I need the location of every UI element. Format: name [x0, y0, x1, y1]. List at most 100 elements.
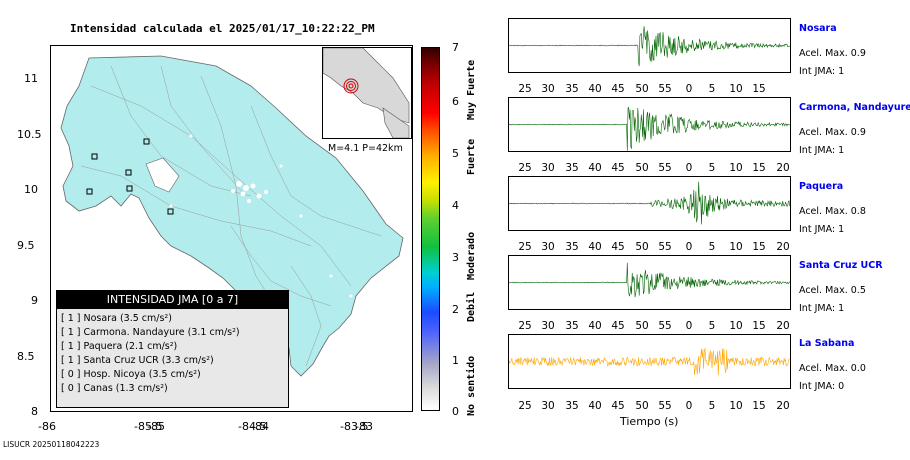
time-tick: 50	[635, 162, 649, 174]
lon-tick: -83.5	[340, 420, 369, 433]
colorbar-label-fuerte: Fuerte	[466, 138, 477, 175]
time-tick: 15	[752, 162, 766, 174]
station-name[interactable]: Nosara	[799, 23, 837, 34]
station-max-accel: Acel. Max. 0.9	[799, 127, 866, 138]
time-tick: 10	[729, 162, 743, 174]
time-tick: 25	[518, 162, 532, 174]
station-marker	[91, 153, 98, 160]
legend-row: [ 1 ] Paquera (2.1 cm/s²)	[61, 341, 178, 352]
lon-tick: -86	[38, 420, 56, 433]
time-tick: 30	[541, 162, 555, 174]
time-tick: 5	[708, 320, 716, 332]
legend-header: INTENSIDAD JMA [0 a 7]	[57, 291, 288, 309]
lon-tick: -83	[355, 420, 373, 433]
time-tick: 0	[685, 241, 693, 253]
waveform-trace[interactable]	[508, 176, 791, 231]
seismogram	[508, 106, 790, 151]
station-name[interactable]: Paquera	[799, 181, 844, 192]
station-marker	[125, 169, 132, 176]
time-tick: 35	[565, 162, 579, 174]
legend-row: [ 0 ] Canas (1.3 cm/s²)	[61, 383, 168, 394]
time-tick: 15	[752, 241, 766, 253]
time-tick: 15	[752, 400, 766, 412]
colorbar-number: 1	[452, 354, 459, 367]
time-tick: 50	[635, 320, 649, 332]
inset-map-graphic	[322, 47, 410, 139]
seismogram	[508, 262, 790, 298]
colorbar-label-no-sentido: No sentido	[466, 355, 477, 416]
waveform-trace[interactable]	[508, 334, 791, 389]
colorbar-number: 6	[452, 95, 459, 108]
time-tick: 20	[776, 400, 790, 412]
time-tick: 55	[658, 162, 672, 174]
station-name[interactable]: La Sabana	[799, 338, 855, 349]
time-tick: 55	[658, 320, 672, 332]
colorbar-label-moderado: Moderado	[466, 231, 477, 280]
colorbar-number: 7	[452, 41, 459, 54]
time-tick: 0	[685, 83, 693, 95]
station-jma-intensity: Int JMA: 1	[799, 224, 845, 235]
time-tick: 40	[588, 162, 602, 174]
waveform-trace[interactable]	[508, 18, 791, 73]
trace-time-axis: 25 30 35 40 45 50 55 0 5 10 15 20	[508, 400, 791, 414]
trace-time-axis: 25 30 35 40 45 50 55 0 5 10 15 20	[508, 162, 791, 176]
time-tick: 45	[611, 320, 625, 332]
waveform-trace[interactable]	[508, 97, 791, 152]
station-max-accel: Acel. Max. 0.9	[799, 48, 866, 59]
time-tick: 55	[658, 83, 672, 95]
footer-id: LISUCR 20250118042223	[3, 440, 100, 449]
seismogram	[508, 348, 790, 376]
colorbar-number: 0	[452, 405, 459, 418]
time-tick: 0	[685, 320, 693, 332]
station-marker	[126, 185, 133, 192]
time-tick: 25	[518, 83, 532, 95]
time-tick: 5	[708, 241, 716, 253]
lat-tick: 8	[31, 405, 38, 418]
waveform-trace[interactable]	[508, 255, 791, 310]
colorbar-number: 2	[452, 303, 459, 316]
seismogram	[508, 26, 790, 67]
lat-tick: 9	[31, 294, 38, 307]
colorbar-label-debil: Debil	[466, 291, 477, 322]
colorbar-number: 3	[452, 251, 459, 264]
time-tick: 30	[541, 241, 555, 253]
time-tick: 30	[541, 83, 555, 95]
lon-tick: -85	[147, 420, 165, 433]
time-tick: 35	[565, 400, 579, 412]
time-tick: 25	[518, 400, 532, 412]
station-jma-intensity: Int JMA: 0	[799, 381, 845, 392]
time-tick: 40	[588, 241, 602, 253]
lat-tick: 10	[24, 183, 38, 196]
legend-row: [ 0 ] Hosp. Nicoya (3.5 cm/s²)	[61, 369, 201, 380]
station-name[interactable]: Carmona, Nandayure	[799, 102, 910, 113]
time-tick: 50	[635, 400, 649, 412]
station-jma-intensity: Int JMA: 1	[799, 145, 845, 156]
colorbar-number: 4	[452, 199, 459, 212]
colorbar-number: 5	[452, 147, 459, 160]
seismogram	[508, 181, 790, 225]
intensity-legend: INTENSIDAD JMA [0 a 7] [ 1 ] Nosara (3.5…	[56, 290, 289, 408]
station-name[interactable]: Santa Cruz UCR	[799, 260, 883, 271]
station-marker	[167, 208, 174, 215]
lat-tick: 9.5	[17, 239, 35, 252]
time-tick: 50	[635, 241, 649, 253]
lat-tick: 8.5	[17, 350, 35, 363]
time-tick: 35	[565, 320, 579, 332]
time-tick: 15	[752, 320, 766, 332]
time-tick: 45	[611, 241, 625, 253]
lat-tick: 10.5	[17, 128, 42, 141]
time-tick: 35	[565, 83, 579, 95]
lon-tick: -84	[251, 420, 269, 433]
lat-tick: 11	[24, 72, 38, 85]
costa-rica-map	[60, 55, 404, 377]
trace-time-axis: 25 30 35 40 45 50 55 0 5 10 15	[508, 83, 791, 97]
time-tick: 10	[729, 320, 743, 332]
station-marker	[143, 138, 150, 145]
time-tick: 5	[708, 83, 716, 95]
station-jma-intensity: Int JMA: 1	[799, 66, 845, 77]
legend-row: [ 1 ] Nosara (3.5 cm/s²)	[61, 313, 172, 324]
time-tick: 10	[729, 241, 743, 253]
time-tick: 20	[776, 320, 790, 332]
station-max-accel: Acel. Max. 0.8	[799, 206, 866, 217]
time-tick: 0	[685, 162, 693, 174]
